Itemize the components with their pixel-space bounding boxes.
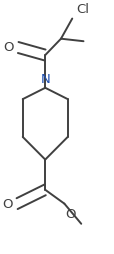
Text: Cl: Cl — [76, 3, 89, 16]
Text: O: O — [3, 41, 14, 54]
Text: O: O — [65, 207, 75, 220]
Text: N: N — [40, 73, 50, 86]
Text: O: O — [2, 197, 13, 210]
